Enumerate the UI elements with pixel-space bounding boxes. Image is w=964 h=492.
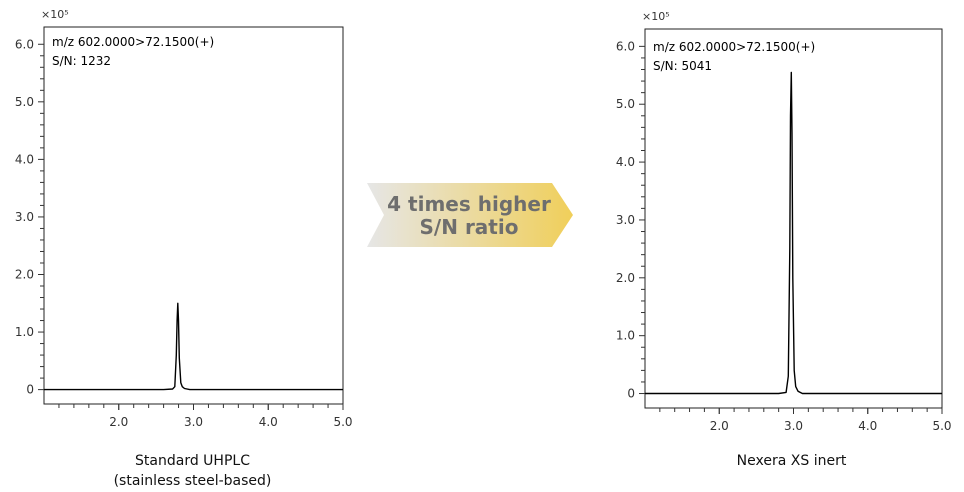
y-tick-label: 0 <box>627 387 635 401</box>
chart-annotation-sn: S/N: 1232 <box>52 54 111 68</box>
y-tick-label: 0 <box>26 383 34 397</box>
chart-caption-nexera-xs-inert: Nexera XS inert <box>640 451 943 471</box>
arrow-shape <box>367 183 573 247</box>
y-tick-label: 5.0 <box>15 95 34 109</box>
caption-title: Nexera XS inert <box>736 453 847 469</box>
x-tick-label: 3.0 <box>184 415 203 429</box>
arrow-text-line1: 4 times higher <box>387 192 551 216</box>
comparison-arrow: 4 times higher S/N ratio <box>367 183 573 247</box>
y-tick-label: 1.0 <box>15 325 34 339</box>
y-tick-label: 6.0 <box>15 37 34 51</box>
y-tick-label: 1.0 <box>616 329 635 343</box>
chart-nexera-xs-inert: 2.0 3.0 4.0 5.0 0 1.0 2.0 3.0 4.0 5.0 6.0 ×10⁵ m/z … <box>616 10 952 433</box>
chromatogram-trace <box>44 302 343 391</box>
chart-annotation-sn: S/N: 5041 <box>653 59 712 73</box>
x-tick-label: 5.0 <box>932 419 951 433</box>
chart-annotation-mz: m/z 602.0000>72.1500(+) <box>653 40 815 54</box>
x-tick-label: 4.0 <box>858 419 877 433</box>
chart-caption-standard-uhplc: Standard UHPLC (stainless steel-based) <box>40 451 345 491</box>
y-tick-label: 2.0 <box>15 267 34 281</box>
chart-annotation-mz: m/z 602.0000>72.1500(+) <box>52 35 214 49</box>
y-tick-label: 2.0 <box>616 271 635 285</box>
arrow-text-line2: S/N ratio <box>420 215 519 239</box>
y-multiplier-label: ×10⁵ <box>642 10 670 23</box>
chart-standard-uhplc: 2.0 3.0 4.0 5.0 0 1.0 2.0 3.0 4.0 5.0 6.0 ×10⁵ m/z … <box>15 8 353 429</box>
y-tick-label: 3.0 <box>15 210 34 224</box>
caption-subtitle: (stainless steel-based) <box>113 473 272 489</box>
x-tick-label: 2.0 <box>710 419 729 433</box>
x-tick-label: 2.0 <box>109 415 128 429</box>
y-multiplier-label: ×10⁵ <box>41 8 69 21</box>
x-tick-label: 3.0 <box>784 419 803 433</box>
x-tick-label: 5.0 <box>333 415 352 429</box>
y-tick-label: 4.0 <box>15 152 34 166</box>
y-tick-label: 6.0 <box>616 39 635 53</box>
y-tick-label: 5.0 <box>616 97 635 111</box>
y-tick-label: 3.0 <box>616 213 635 227</box>
caption-title: Standard UHPLC <box>135 453 250 469</box>
chromatogram-trace <box>645 71 942 395</box>
plot-frame <box>43 26 344 405</box>
x-tick-label: 4.0 <box>259 415 278 429</box>
y-tick-label: 4.0 <box>616 155 635 169</box>
